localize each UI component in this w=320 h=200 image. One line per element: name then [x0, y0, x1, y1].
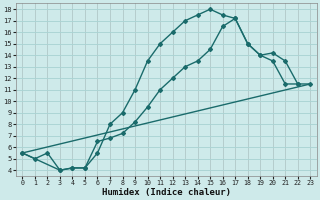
X-axis label: Humidex (Indice chaleur): Humidex (Indice chaleur)	[102, 188, 231, 197]
